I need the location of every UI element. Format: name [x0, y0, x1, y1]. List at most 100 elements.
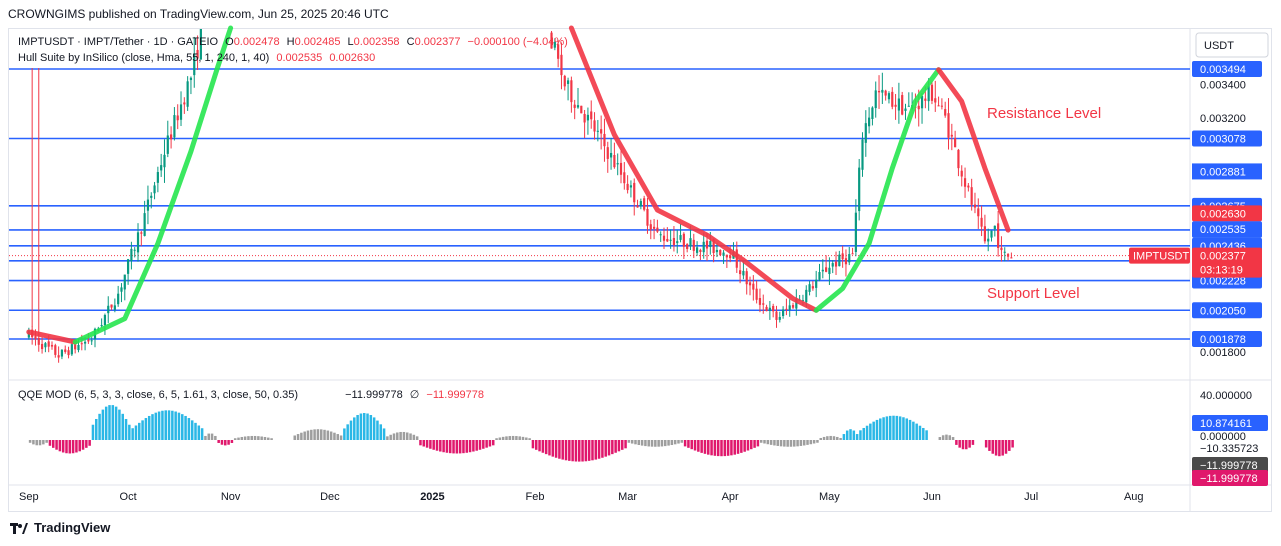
qqe-bar [468, 440, 472, 453]
candle-body [831, 263, 834, 267]
candle-body [87, 339, 90, 342]
candle-body [623, 172, 626, 184]
qqe-bar [48, 440, 52, 446]
qqe-bar [783, 440, 786, 447]
candle-body [609, 152, 613, 158]
low-label: L [347, 36, 354, 48]
time-axis: Sep Oct Nov Dec 2025 Feb Mar Apr May Jun Jul Aug [19, 491, 1143, 503]
qqe-bar [951, 437, 955, 440]
qqe-bar [181, 414, 184, 440]
candle-body [189, 77, 193, 81]
qqe-bar [270, 438, 273, 440]
qqe-bar [134, 425, 138, 440]
candle-body [173, 115, 176, 138]
hull-segment [26, 329, 78, 345]
qqe-bar [637, 440, 641, 446]
price-tick-label: 0.001800 [1200, 347, 1246, 359]
qqe-bar [617, 440, 621, 452]
candle-body [851, 253, 854, 255]
qqe-bar [204, 435, 207, 440]
qqe-bar [862, 427, 866, 440]
candle-body [950, 134, 953, 137]
qqe-bar [319, 429, 323, 440]
qqe-bar [604, 440, 607, 457]
candle-body [742, 270, 745, 276]
qqe-bar [720, 440, 723, 457]
qqe-bar [786, 440, 789, 447]
qqe-bar [505, 436, 508, 440]
candle-body [133, 249, 136, 251]
candle-body [682, 233, 685, 247]
tradingview-logo[interactable]: TradingView [10, 520, 110, 535]
qqe-bar [607, 440, 611, 456]
symbol-tag-box [1129, 247, 1190, 264]
qqe-bar [124, 418, 128, 440]
candle-body [808, 284, 811, 292]
candle-body [1010, 257, 1013, 259]
qqe-bar [812, 440, 816, 444]
qqe-bar [819, 437, 822, 440]
hull-segment [813, 67, 942, 313]
candle-body [772, 306, 775, 312]
currency-box [1195, 32, 1269, 58]
indicator-value-1: 0.002535 [276, 52, 323, 64]
qqe-bar [842, 434, 846, 440]
candle-body [619, 162, 623, 175]
candle-body [163, 154, 166, 168]
qqe-bar [587, 440, 591, 461]
qqe-bar [597, 440, 601, 459]
candle-body [848, 254, 851, 263]
level-label-text: 0.003078 [1200, 134, 1246, 146]
candle-body [838, 254, 841, 267]
qqe-bar [478, 440, 482, 450]
candle-body [1006, 254, 1010, 257]
qqe-bar [442, 440, 445, 453]
candle-body [160, 165, 163, 171]
qqe-bar [726, 440, 730, 456]
qqe-bar [200, 428, 204, 440]
qqe-bar [680, 440, 684, 443]
hull-segment [72, 25, 234, 345]
qqe-name: QQE MOD (6, 5, 3, 3, close, 6, 5, 1.61, … [18, 389, 299, 401]
qqe-bar [730, 440, 733, 456]
qqe-label-box [1192, 457, 1268, 473]
qqe-bar [61, 440, 65, 453]
qqe-bar [571, 440, 574, 462]
candle-body [626, 183, 629, 191]
tradingview-logo-icon [10, 522, 28, 534]
qqe-bar [892, 415, 895, 440]
candle-body [193, 53, 196, 76]
qqe-bar [902, 417, 905, 440]
candle-body [752, 283, 755, 290]
candle-body [788, 305, 791, 310]
qqe-bar [991, 440, 995, 454]
candle-body [44, 343, 47, 348]
qqe-bar [372, 417, 376, 440]
qqe-bar [402, 431, 406, 440]
qqe-bar [541, 440, 545, 453]
candle-body [765, 306, 768, 312]
qqe-bar [230, 440, 234, 443]
price-tick-label: 0.003400 [1200, 80, 1246, 92]
qqe-bar [630, 440, 634, 444]
qqe-bar [664, 440, 667, 447]
close-value: 0.002377 [414, 36, 461, 48]
support-label: Support Level [987, 285, 1080, 302]
level-label-box [1192, 302, 1262, 319]
qqe-bar [826, 436, 829, 440]
candle-body [34, 336, 37, 340]
indicator-value-2: 0.002630 [329, 52, 376, 64]
qqe-bar [303, 431, 306, 440]
qqe-bar [462, 440, 465, 454]
indicator-label-text: 0.002535 [1200, 224, 1246, 236]
candle-body [90, 340, 93, 342]
candle-body [960, 170, 963, 177]
candle-body [755, 288, 758, 300]
candle-body [126, 259, 130, 274]
candle-body [904, 108, 907, 111]
qqe-bar [339, 435, 343, 440]
qqe-bar [310, 429, 313, 440]
qqe-bar [710, 440, 713, 456]
qqe-bar [167, 410, 171, 440]
